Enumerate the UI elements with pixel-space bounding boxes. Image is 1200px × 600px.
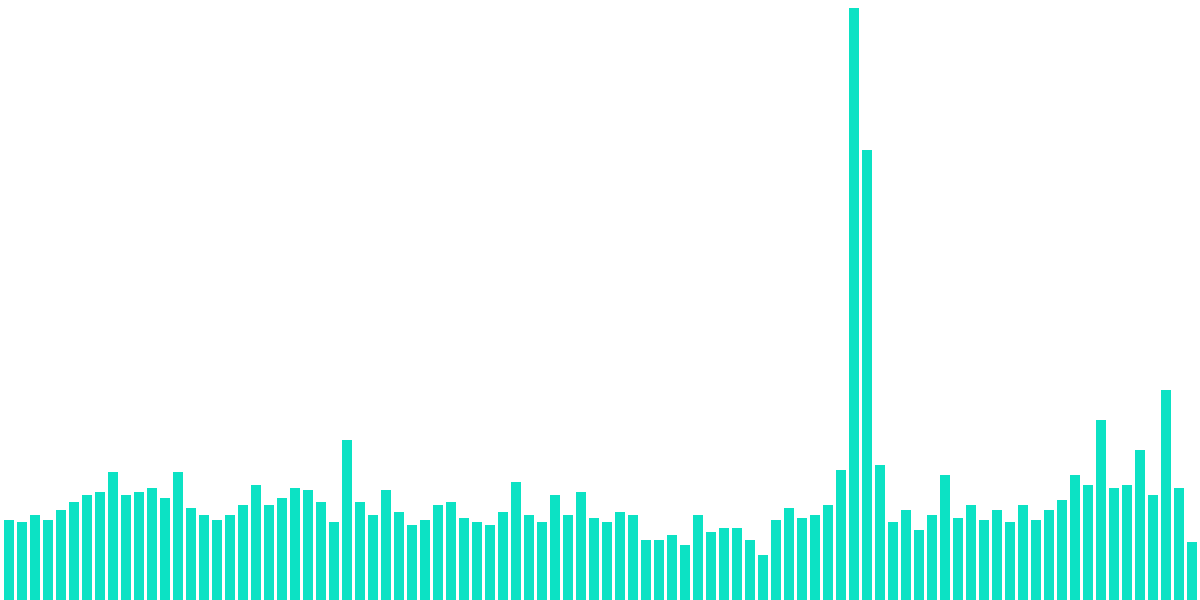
bar	[420, 520, 430, 600]
bar	[849, 8, 859, 600]
bar	[1031, 520, 1041, 600]
bar	[147, 488, 157, 600]
bar	[316, 502, 326, 600]
bar	[667, 535, 677, 600]
bar	[186, 508, 196, 600]
bar	[875, 465, 885, 600]
bar	[433, 505, 443, 600]
bar	[485, 525, 495, 600]
bar	[69, 502, 79, 600]
bar	[1187, 542, 1197, 600]
bar	[472, 522, 482, 600]
bar	[745, 540, 755, 600]
bar	[1109, 488, 1119, 600]
bar	[4, 520, 14, 600]
bar	[654, 540, 664, 600]
bar	[602, 522, 612, 600]
bar	[992, 510, 1002, 600]
bar	[823, 505, 833, 600]
bar	[56, 510, 66, 600]
bar	[121, 495, 131, 600]
bar	[82, 495, 92, 600]
bar	[303, 490, 313, 600]
bar	[758, 555, 768, 600]
bar	[771, 520, 781, 600]
bar	[238, 505, 248, 600]
bar	[810, 515, 820, 600]
bar	[329, 522, 339, 600]
bar	[1044, 510, 1054, 600]
bar	[30, 515, 40, 600]
bar	[589, 518, 599, 600]
bar	[511, 482, 521, 600]
bar	[901, 510, 911, 600]
bar	[342, 440, 352, 600]
bar	[706, 532, 716, 600]
bar	[446, 502, 456, 600]
bar	[1083, 485, 1093, 600]
bar	[173, 472, 183, 600]
bar	[108, 472, 118, 600]
bar	[628, 515, 638, 600]
bar	[264, 505, 274, 600]
bar	[212, 520, 222, 600]
bar	[940, 475, 950, 600]
bar	[1070, 475, 1080, 600]
bar	[680, 545, 690, 600]
bar	[459, 518, 469, 600]
bar	[797, 518, 807, 600]
bar	[576, 492, 586, 600]
bar	[368, 515, 378, 600]
bar	[1096, 420, 1106, 600]
bar	[862, 150, 872, 600]
bar	[160, 498, 170, 600]
bar	[719, 528, 729, 600]
bar	[927, 515, 937, 600]
bar	[43, 520, 53, 600]
bar	[225, 515, 235, 600]
bar	[524, 515, 534, 600]
bar	[498, 512, 508, 600]
bar	[888, 522, 898, 600]
bar	[277, 498, 287, 600]
bar	[17, 522, 27, 600]
bar	[914, 530, 924, 600]
bar-chart	[0, 0, 1200, 600]
bar	[251, 485, 261, 600]
bar	[407, 525, 417, 600]
bar	[784, 508, 794, 600]
bar	[836, 470, 846, 600]
bar	[693, 515, 703, 600]
bar	[615, 512, 625, 600]
bar	[1005, 522, 1015, 600]
bar	[95, 492, 105, 600]
bar	[979, 520, 989, 600]
bar	[1161, 390, 1171, 600]
bar	[550, 495, 560, 600]
bar	[394, 512, 404, 600]
bar	[641, 540, 651, 600]
bar	[953, 518, 963, 600]
bar	[1057, 500, 1067, 600]
bar	[355, 502, 365, 600]
bar	[381, 490, 391, 600]
bar	[1122, 485, 1132, 600]
bar	[199, 515, 209, 600]
bar	[537, 522, 547, 600]
bar	[134, 492, 144, 600]
bar	[1135, 450, 1145, 600]
bar	[1174, 488, 1184, 600]
bar	[732, 528, 742, 600]
bar	[290, 488, 300, 600]
bar	[966, 505, 976, 600]
bar	[1148, 495, 1158, 600]
bar	[563, 515, 573, 600]
bar	[1018, 505, 1028, 600]
